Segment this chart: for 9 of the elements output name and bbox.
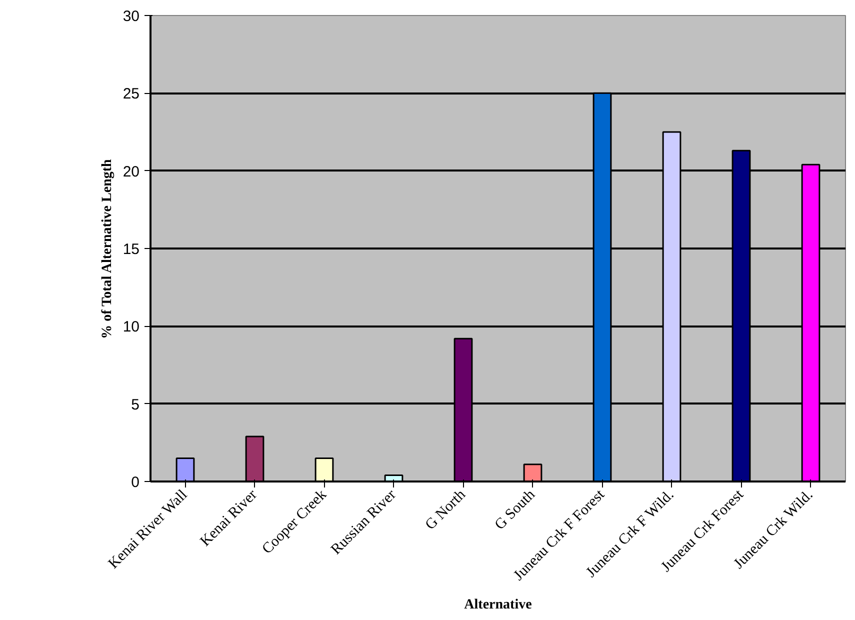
y-axis-title: % of Total Alternative Length — [100, 158, 115, 339]
y-tick-label: 15 — [122, 241, 140, 258]
y-tick-label: 25 — [122, 86, 140, 103]
x-axis-title: Alternative — [464, 598, 532, 613]
y-tick-label: 10 — [122, 318, 140, 336]
y-tick-label: 5 — [131, 396, 140, 414]
y-tick-label: 30 — [122, 8, 140, 25]
y-tick-label: 20 — [122, 163, 140, 180]
y-tick-label: 0 — [131, 474, 140, 491]
